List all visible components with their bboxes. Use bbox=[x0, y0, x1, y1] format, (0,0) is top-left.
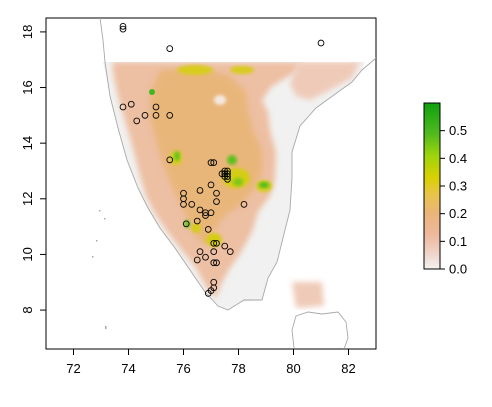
occurrence-point bbox=[213, 259, 220, 267]
colorbar: 0.0 0.1 0.2 0.3 0.4 0.5 bbox=[423, 102, 467, 277]
x-axis: 72 74 76 78 80 82 bbox=[66, 349, 356, 376]
occurrence-point bbox=[180, 201, 187, 208]
occurrence-points bbox=[119, 22, 325, 297]
occurrence-point bbox=[119, 25, 127, 33]
colorbar-ticks: 0.0 0.1 0.2 0.3 0.4 0.5 bbox=[440, 123, 467, 277]
y-tick-label: 10 bbox=[20, 247, 35, 261]
occurrence-point bbox=[196, 248, 204, 255]
occurrence-point bbox=[224, 175, 231, 183]
raster-yellow-central bbox=[222, 168, 250, 188]
occurrence-point bbox=[202, 212, 209, 219]
occurrence-point bbox=[210, 239, 218, 247]
occurrence-point bbox=[196, 206, 204, 214]
occurrence-point bbox=[213, 198, 220, 205]
occurrence-point bbox=[152, 103, 160, 111]
occurrence-point bbox=[166, 156, 174, 164]
raster-yellow-north bbox=[177, 65, 213, 75]
occurrence-point bbox=[188, 201, 196, 208]
raster-green-ghats bbox=[174, 151, 180, 161]
colorbar-tick-label: 0.5 bbox=[449, 123, 467, 138]
occurrence-point bbox=[193, 256, 201, 264]
coastline bbox=[99, 18, 376, 311]
x-tick-label: 76 bbox=[176, 361, 190, 376]
raster-green-west bbox=[149, 89, 155, 95]
raster-yellow-north2 bbox=[230, 66, 254, 74]
occurrence-point bbox=[213, 189, 220, 197]
x-tick-label: 82 bbox=[341, 361, 355, 376]
occurrence-point bbox=[226, 248, 234, 255]
occurrence-point bbox=[204, 226, 212, 233]
occurrence-point bbox=[210, 159, 218, 166]
occurrence-point bbox=[141, 112, 149, 119]
occurrence-point bbox=[193, 217, 201, 225]
y-axis: 8 10 12 14 16 18 bbox=[20, 25, 46, 314]
occurrence-point bbox=[119, 22, 127, 30]
colorbar-tick-label: 0.3 bbox=[449, 179, 467, 194]
x-tick-label: 78 bbox=[231, 361, 245, 376]
occurrence-point bbox=[218, 170, 226, 178]
occurrence-point bbox=[240, 201, 248, 208]
occurrence-point bbox=[119, 103, 127, 111]
y-tick-label: 16 bbox=[20, 80, 35, 94]
occurrence-point bbox=[133, 117, 141, 125]
occurrence-point bbox=[202, 253, 209, 261]
y-tick-label: 14 bbox=[20, 136, 35, 150]
colorbar-tick-label: 0.4 bbox=[449, 151, 467, 166]
occurrence-point bbox=[127, 100, 135, 108]
suitability-raster bbox=[103, 62, 365, 310]
x-tick-label: 72 bbox=[66, 361, 80, 376]
occurrence-point bbox=[210, 248, 218, 255]
x-tick-label: 74 bbox=[121, 361, 135, 376]
y-tick-label: 12 bbox=[20, 192, 35, 206]
y-tick-label: 18 bbox=[20, 25, 35, 39]
y-tick-label: 8 bbox=[20, 306, 35, 313]
occurrence-point bbox=[317, 39, 325, 47]
occurrence-point bbox=[210, 259, 218, 267]
occurrence-point bbox=[166, 45, 174, 52]
raster-peach-se bbox=[292, 282, 324, 308]
occurrence-point bbox=[221, 242, 229, 250]
coastline-sri-lanka bbox=[291, 311, 349, 349]
occurrence-point bbox=[182, 220, 190, 228]
raster-green-bangalore bbox=[233, 178, 243, 186]
raster-pale-spot bbox=[214, 95, 226, 105]
occurrence-point bbox=[207, 181, 215, 189]
colorbar-gradient bbox=[423, 102, 441, 270]
colorbar-tick-label: 0.2 bbox=[449, 206, 467, 221]
raster-peach-east bbox=[290, 62, 360, 100]
colorbar-tick-label: 0.0 bbox=[449, 262, 467, 277]
occurrence-point bbox=[152, 112, 160, 119]
occurrence-point bbox=[166, 112, 174, 119]
x-tick-label: 80 bbox=[286, 361, 300, 376]
raster-orange bbox=[150, 68, 262, 246]
raster-yellow-sw bbox=[191, 223, 201, 233]
occurrence-point bbox=[204, 290, 212, 297]
occurrence-point bbox=[207, 159, 215, 166]
occurrence-point bbox=[207, 209, 215, 217]
occurrence-point bbox=[213, 239, 220, 247]
lakshadweep-islands bbox=[92, 210, 107, 329]
occurrence-point bbox=[224, 173, 231, 180]
raster-green-east bbox=[259, 182, 269, 188]
occurrence-point bbox=[196, 187, 204, 194]
map-area bbox=[92, 18, 376, 349]
raster-green-central bbox=[227, 155, 237, 165]
colorbar-tick-label: 0.1 bbox=[449, 234, 467, 249]
